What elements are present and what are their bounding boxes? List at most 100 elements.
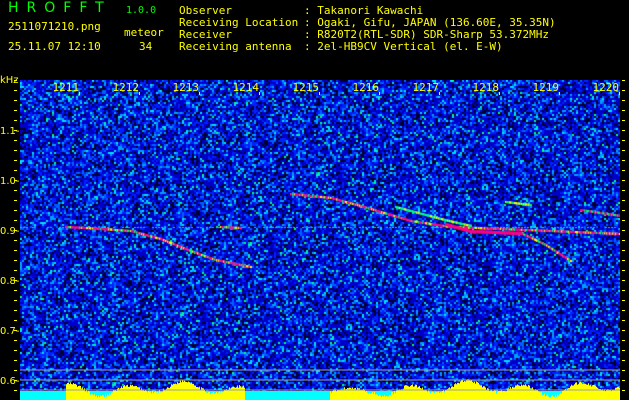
profile-bar [337,390,338,400]
profile-bar [532,387,533,400]
profile-bar [375,394,376,400]
profile-bar [599,388,600,400]
baseline-bar [281,391,282,400]
profile-bar [131,385,132,400]
profile-bar [371,393,372,400]
y-tick-right [622,90,625,91]
profile-bar [70,382,71,400]
profile-bar [539,391,540,400]
baseline-bar [46,391,47,400]
profile-bar [80,385,81,400]
profile-bar [389,394,390,400]
profile-bar [108,395,109,400]
profile-bar [602,389,603,400]
info-label: Receiving antenna [179,40,292,53]
profile-bar [548,396,549,400]
profile-bar [521,384,522,400]
profile-bar [211,393,212,400]
profile-bar [93,395,94,400]
baseline-bar [34,391,35,400]
y-tick [14,370,17,371]
baseline-bar [313,391,314,400]
y-tick [14,300,17,301]
profile-bar [177,382,178,400]
profile-bar [545,396,546,400]
y-tick-right [622,360,625,361]
profile-bar [237,385,238,400]
profile-bar [83,389,84,400]
profile-bar [374,391,375,400]
baseline-bar [267,391,268,400]
y-tick-right [622,220,625,221]
y-tick-right [622,380,625,381]
y-tick [14,190,17,191]
profile-bar [92,394,93,400]
profile-bar [498,391,499,400]
info-label: Receiving Location [179,16,299,29]
x-tick-label: 1214 [233,81,260,94]
profile-bar [141,388,142,400]
profile-bar [331,393,332,400]
profile-bar [408,386,409,400]
profile-bar [586,384,587,400]
profile-bar [401,389,402,400]
profile-bar [549,397,550,400]
profile-bar [554,396,555,400]
baseline-bar [42,391,43,400]
baseline-bar [32,391,33,400]
profile-bar [509,388,510,400]
baseline-bar [33,391,34,400]
profile-bar [332,391,333,400]
profile-bar [572,385,573,400]
info-value: : Ogaki, Gifu, JAPAN (136.60E, 35.35N) [304,16,556,29]
profile-bar [547,394,548,400]
baseline-bar [299,391,300,400]
profile-bar [424,390,425,400]
baseline-bar [61,391,62,400]
y-tick [14,80,17,81]
profile-bar [334,390,335,400]
profile-bar [377,394,378,400]
profile-bar [76,384,77,400]
profile-bar [540,392,541,400]
profile-bar [85,391,86,400]
profile-bar [503,391,504,400]
profile-bar [174,383,175,400]
y-tick [14,100,17,101]
baseline-bar [51,391,52,400]
y-tick [14,270,17,271]
profile-bar [155,391,156,400]
profile-bar [403,388,404,400]
profile-bar [514,387,515,400]
profile-bar [213,392,214,400]
profile-bar [427,392,428,400]
profile-bar [588,383,589,400]
y-tick [14,220,17,221]
profile-bar [502,391,503,400]
profile-bar [550,397,551,400]
profile-bar [405,385,406,400]
baseline-bar [315,391,316,400]
profile-bar [338,389,339,400]
baseline-bar [20,391,21,400]
profile-bar [169,388,170,400]
profile-bar [536,389,537,400]
profile-bar [356,389,357,400]
profile-bar [439,392,440,400]
profile-bar [616,387,617,400]
profile-bar [430,393,431,400]
profile-bar [413,386,414,400]
profile-bar [344,387,345,400]
profile-bar [423,390,424,400]
baseline-bar [321,391,322,400]
profile-bar [98,395,99,400]
baseline-bar [295,391,296,400]
profile-bar [558,395,559,400]
profile-bar [367,392,368,400]
profile-bar [339,389,340,400]
y-tick-right [622,250,625,251]
baseline-bar [64,391,65,400]
y-tick-label: 0.6- [0,376,20,387]
profile-bar [595,385,596,400]
profile-bar [494,390,495,400]
